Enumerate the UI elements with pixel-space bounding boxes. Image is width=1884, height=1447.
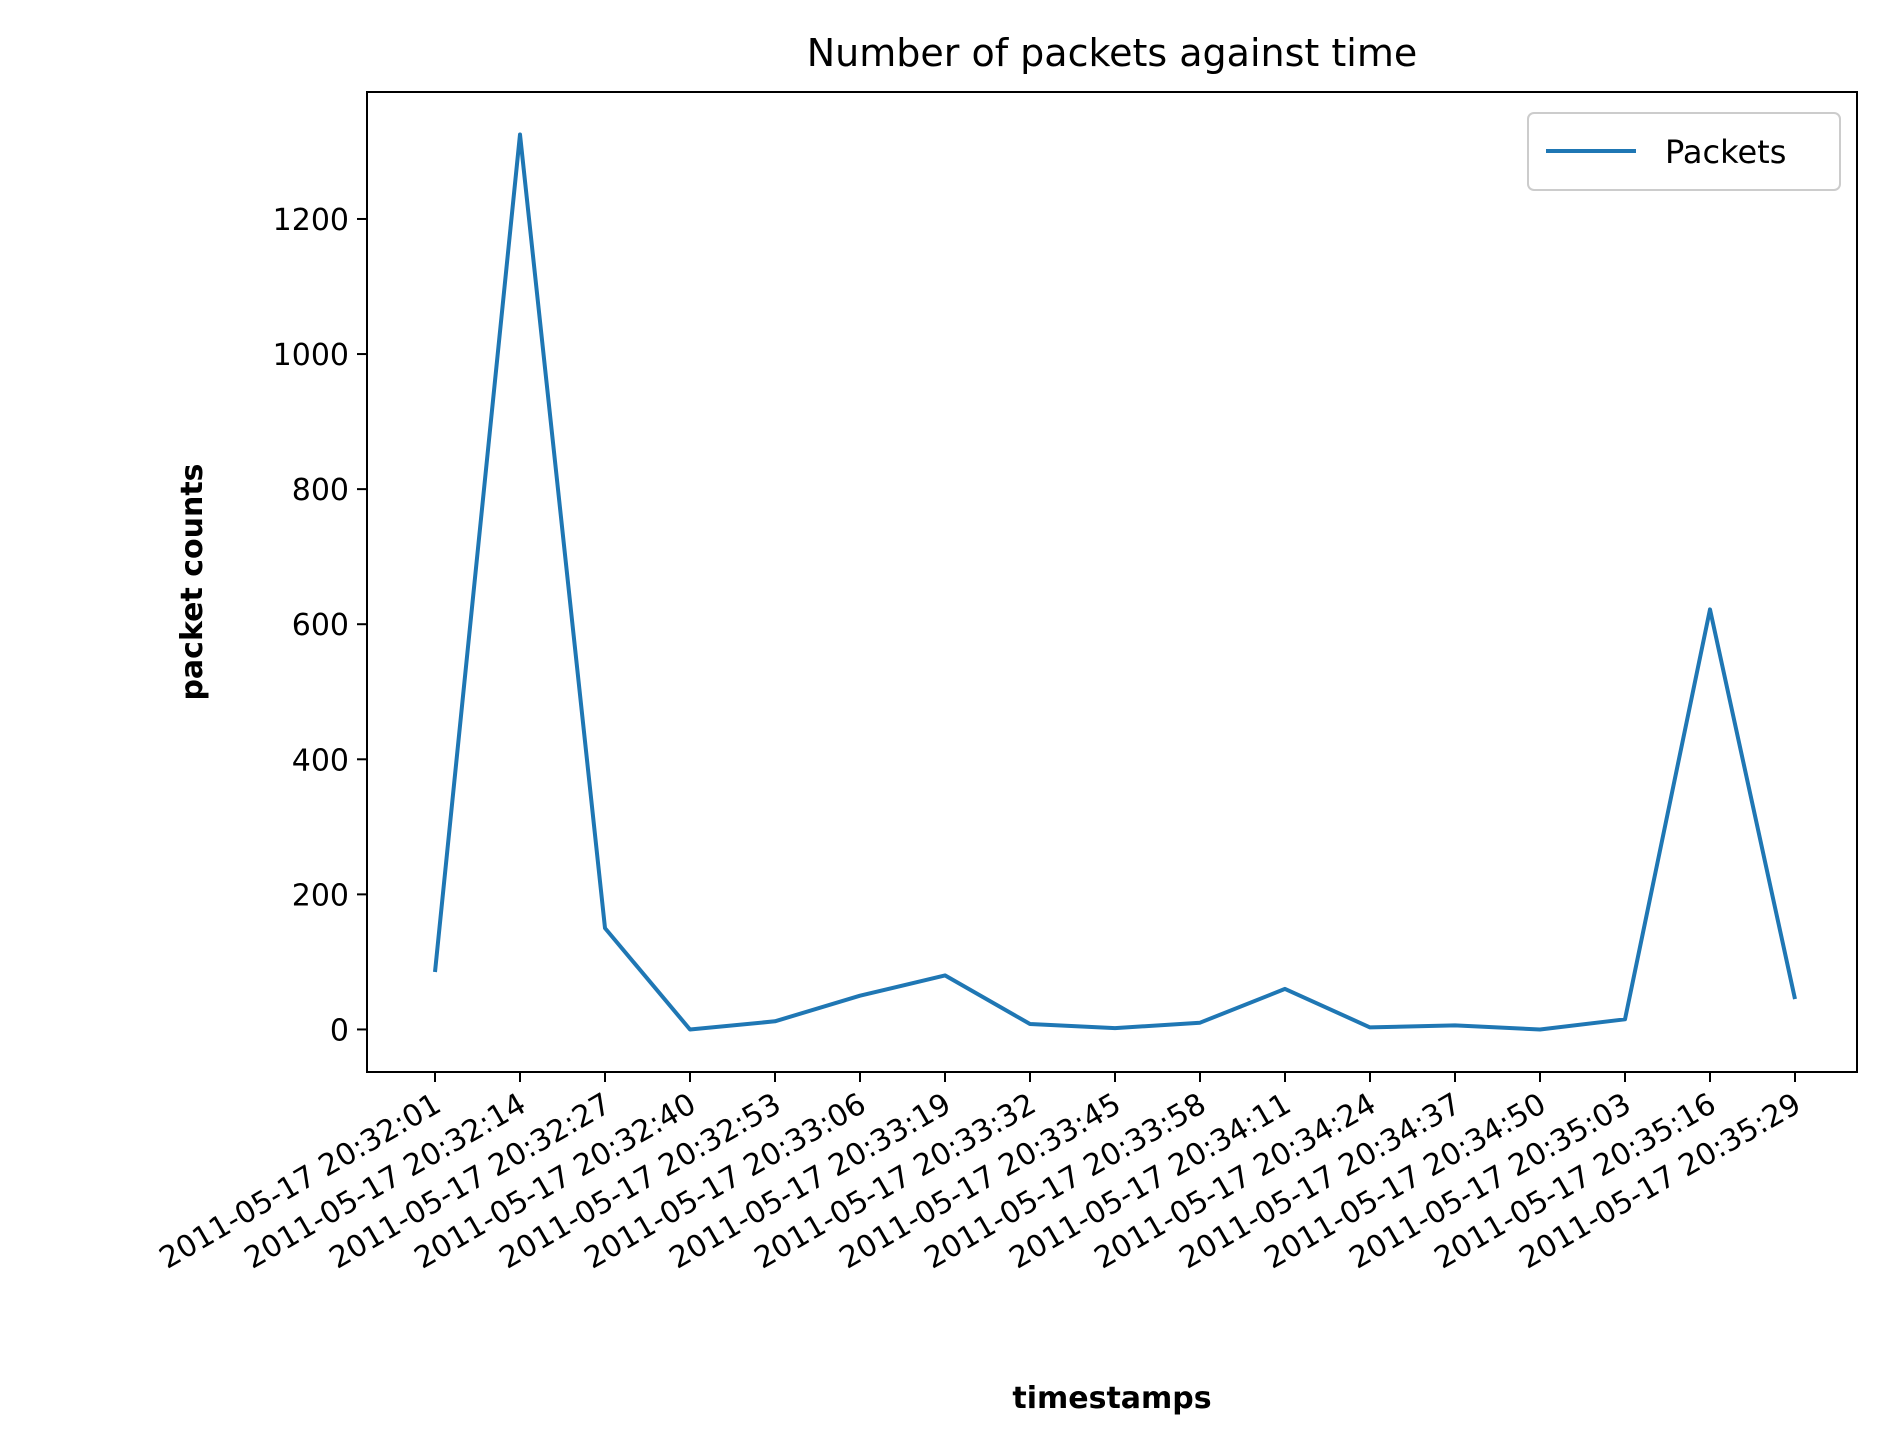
y-tick-label: 1200 [273,203,349,238]
plot-area [366,91,1858,1073]
y-axis-label: packet counts [175,463,210,700]
x-axis-label: timestamps [1012,1381,1211,1416]
y-tick-label: 1000 [273,338,349,373]
legend-label: Packets [1665,133,1786,171]
y-tick-label: 400 [292,743,349,778]
y-axis: 0 200 400 600 800 1000 1200 [273,203,367,1048]
y-tick-label: 200 [292,878,349,913]
y-tick-label: 0 [330,1013,349,1048]
y-tick-label: 600 [292,608,349,643]
y-tick-label: 800 [292,473,349,508]
series-line [433,132,1797,1032]
chart-title: Number of packets against time [807,31,1418,75]
legend: Packets [1527,112,1841,191]
legend-box [1527,112,1841,191]
series-group [433,132,1797,1032]
